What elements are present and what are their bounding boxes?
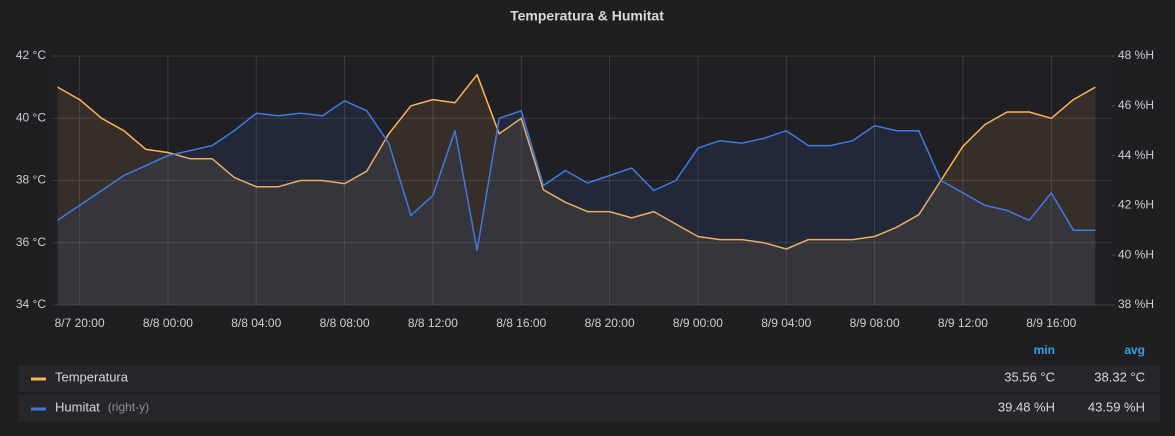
- series-area: [57, 74, 1096, 305]
- x-tick-label: 8/8 00:00: [143, 316, 193, 330]
- legend-name[interactable]: Temperatura: [55, 369, 129, 384]
- legend-row-bg: [18, 395, 1160, 422]
- y2-tick-label: 44 %H: [1118, 148, 1154, 162]
- y-tick-label: 36 °C: [16, 235, 46, 249]
- y-tick-label: 38 °C: [16, 173, 46, 187]
- x-tick-label: 8/8 04:00: [231, 316, 281, 330]
- chart-title: Temperatura & Humitat: [510, 8, 664, 24]
- x-tick-label: 8/9 08:00: [850, 316, 900, 330]
- series-line: [57, 100, 1096, 251]
- legend-avg: 43.59 %H: [1088, 399, 1145, 414]
- legend-name[interactable]: Humitat: [55, 399, 100, 414]
- legend-suffix: (right-y): [108, 400, 149, 414]
- y-tick-label: 34 °C: [16, 297, 46, 311]
- y2-tick-label: 38 %H: [1118, 297, 1154, 311]
- x-tick-label: 8/9 00:00: [673, 316, 723, 330]
- x-tick-label: 8/8 16:00: [496, 316, 546, 330]
- y2-tick-label: 46 %H: [1118, 98, 1154, 112]
- y-tick-label: 40 °C: [16, 110, 46, 124]
- y2-tick-label: 40 %H: [1118, 247, 1154, 261]
- series-line: [57, 73, 1096, 250]
- legend-min: 39.48 %H: [998, 399, 1055, 414]
- legend-header: avg: [1124, 343, 1145, 357]
- y2-tick-label: 48 %H: [1118, 48, 1154, 62]
- x-tick-label: 8/8 12:00: [408, 316, 458, 330]
- x-tick-label: 8/8 08:00: [320, 316, 370, 330]
- legend-min: 35.56 °C: [1004, 369, 1055, 384]
- series-area: [57, 100, 1096, 305]
- x-tick-label: 8/9 16:00: [1026, 316, 1076, 330]
- y-tick-label: 42 °C: [16, 48, 46, 62]
- legend-avg: 38.32 °C: [1094, 369, 1145, 384]
- x-tick-label: 8/9 04:00: [761, 316, 811, 330]
- x-tick-label: 8/8 20:00: [585, 316, 635, 330]
- legend-header: min: [1034, 343, 1055, 357]
- x-tick-label: 8/7 20:00: [55, 316, 105, 330]
- legend-row-bg: [18, 365, 1160, 392]
- y2-tick-label: 42 %H: [1118, 198, 1154, 212]
- x-tick-label: 8/9 12:00: [938, 316, 988, 330]
